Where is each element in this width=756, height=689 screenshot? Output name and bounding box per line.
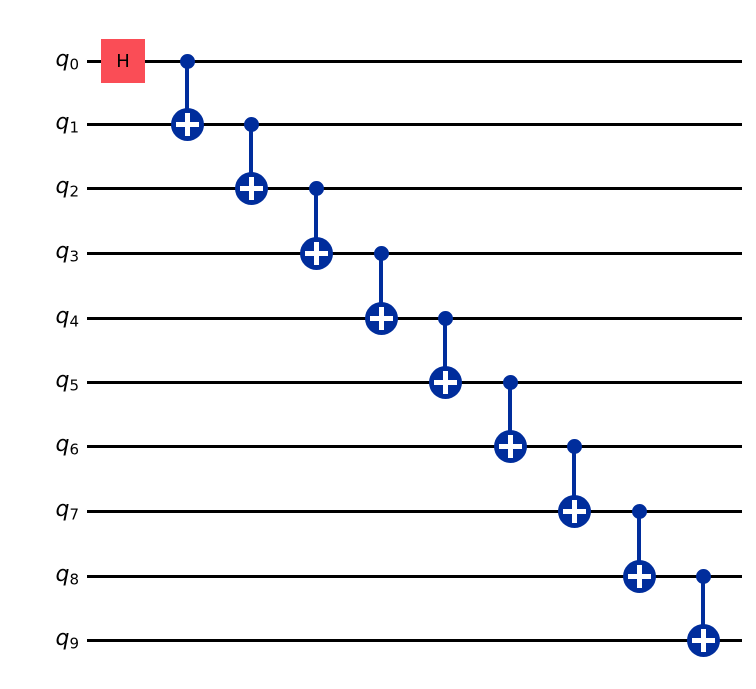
qubit-label: q6 <box>0 429 79 461</box>
qubit-label-base: q <box>55 47 70 72</box>
cnot-control-dot-icon <box>695 568 711 584</box>
qubit-label-subscript: 5 <box>69 376 79 395</box>
qubit-wire <box>87 638 742 642</box>
cnot-connector-line <box>379 253 383 318</box>
qubit-wire <box>87 122 742 126</box>
qubit-label: q5 <box>0 365 79 397</box>
cnot-target-plus-icon <box>493 429 527 463</box>
qubit-label: q3 <box>0 236 79 268</box>
cnot-connector-line <box>185 61 189 124</box>
cnot-target-plus-icon <box>557 494 591 528</box>
cnot-control-dot-icon <box>437 310 453 326</box>
cnot-connector-line <box>701 576 705 640</box>
cnot-connector-line <box>314 188 318 253</box>
cnot-control-dot-icon <box>373 245 389 261</box>
qubit-label-base: q <box>55 110 70 135</box>
cnot-connector-line <box>443 318 447 382</box>
cnot-control-dot-icon <box>308 180 324 196</box>
qubit-label-subscript: 1 <box>69 118 79 137</box>
cnot-target-plus-icon <box>234 171 268 205</box>
qubit-label-subscript: 4 <box>69 312 79 331</box>
qubit-label: q9 <box>0 623 79 655</box>
cnot-connector-line <box>637 511 641 576</box>
qubit-label-subscript: 7 <box>69 505 79 524</box>
qubit-label: q1 <box>0 107 79 139</box>
qubit-wire <box>87 380 742 384</box>
qubit-label-subscript: 6 <box>69 440 79 459</box>
cnot-target-plus-icon <box>686 623 720 657</box>
qubit-label-subscript: 0 <box>69 55 79 74</box>
qubit-label-subscript: 2 <box>69 182 79 201</box>
cnot-control-dot-icon <box>243 116 259 132</box>
qubit-wire <box>87 59 742 63</box>
cnot-target-plus-icon <box>170 107 204 141</box>
qubit-label: q7 <box>0 494 79 526</box>
qubit-label-base: q <box>55 174 70 199</box>
hadamard-gate-label: H <box>116 50 130 72</box>
cnot-connector-line <box>508 382 512 446</box>
qubit-label: q8 <box>0 559 79 591</box>
cnot-target-plus-icon <box>428 365 462 399</box>
qubit-wire <box>87 316 742 320</box>
cnot-control-dot-icon <box>631 503 647 519</box>
cnot-control-dot-icon <box>179 53 195 69</box>
qubit-label-subscript: 9 <box>69 634 79 653</box>
cnot-control-dot-icon <box>502 374 518 390</box>
qubit-label-base: q <box>55 432 70 457</box>
qubit-label: q4 <box>0 301 79 333</box>
qubit-wire <box>87 186 742 190</box>
cnot-target-plus-icon <box>299 236 333 270</box>
qubit-wire <box>87 574 742 578</box>
qubit-label-subscript: 8 <box>69 570 79 589</box>
qubit-label-base: q <box>55 497 70 522</box>
qubit-label-base: q <box>55 368 70 393</box>
qubit-wire <box>87 251 742 255</box>
qubit-wire <box>87 444 742 448</box>
qubit-wire <box>87 509 742 513</box>
cnot-target-plus-icon <box>364 301 398 335</box>
cnot-connector-line <box>249 124 253 188</box>
cnot-connector-line <box>572 446 576 511</box>
hadamard-gate: H <box>101 39 145 83</box>
qubit-label-base: q <box>55 562 70 587</box>
qubit-label-base: q <box>55 304 70 329</box>
qubit-label: q2 <box>0 171 79 203</box>
qubit-label-base: q <box>55 239 70 264</box>
qubit-label-subscript: 3 <box>69 247 79 266</box>
qubit-label: q0 <box>0 44 79 76</box>
cnot-control-dot-icon <box>566 438 582 454</box>
qubit-label-base: q <box>55 626 70 651</box>
cnot-target-plus-icon <box>622 559 656 593</box>
